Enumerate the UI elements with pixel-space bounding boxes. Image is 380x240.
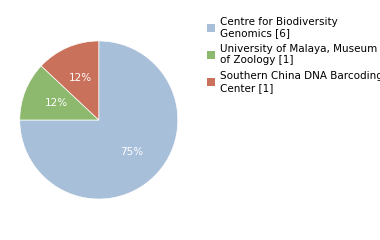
Wedge shape: [20, 41, 178, 199]
Text: 12%: 12%: [44, 98, 68, 108]
Wedge shape: [41, 41, 99, 120]
Text: 12%: 12%: [69, 73, 92, 83]
Text: 75%: 75%: [120, 147, 143, 157]
Legend: Centre for Biodiversity
Genomics [6], University of Malaya, Museum
of Zoology [1: Centre for Biodiversity Genomics [6], Un…: [207, 17, 380, 93]
Wedge shape: [20, 66, 99, 120]
